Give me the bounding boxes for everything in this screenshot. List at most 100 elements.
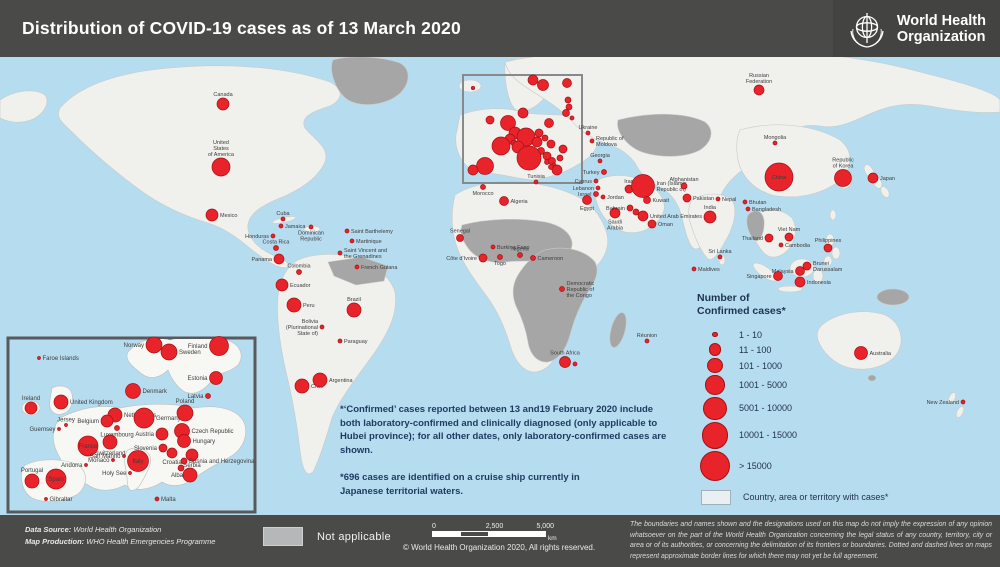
map-label-tunisia: Tunisia bbox=[527, 174, 545, 180]
bubble-panama bbox=[273, 253, 285, 265]
legend-title-line2: Confirmed cases* bbox=[697, 305, 786, 317]
map-label-brazil: Brazil bbox=[347, 297, 361, 303]
bubble-mexico bbox=[205, 208, 219, 222]
map-label-dr-congo: Democratic Republic of the Congo bbox=[567, 281, 595, 299]
map-label-new-zealand: New Zealand bbox=[927, 400, 959, 406]
legend-label-0: 1 - 10 bbox=[739, 329, 763, 340]
legend-circle-0 bbox=[712, 331, 718, 338]
bubble-ireland bbox=[485, 115, 495, 125]
bubble-romania bbox=[558, 144, 568, 154]
map-label-portugal: Portugal bbox=[21, 468, 43, 474]
bubble-eswatini bbox=[572, 361, 578, 367]
bubble-argentina bbox=[312, 372, 328, 388]
bubble-norway bbox=[527, 74, 539, 86]
bubble-iceland bbox=[470, 85, 476, 91]
bubble-portugal bbox=[24, 473, 40, 489]
map-label-ireland: Ireland bbox=[22, 396, 40, 402]
bubble-indonesia bbox=[794, 276, 806, 288]
bubble-estonia bbox=[209, 371, 223, 385]
map-label-belgium: Belgium bbox=[77, 419, 99, 425]
bubble-switzerland bbox=[102, 434, 118, 450]
map-label-bolivia: Bolivia (Plurinational State of) bbox=[286, 319, 319, 337]
map-label-republic-of-korea: Republic of Korea bbox=[832, 158, 854, 170]
bubble-hungary bbox=[546, 139, 556, 149]
map-label-philippines: Philippines bbox=[815, 238, 842, 244]
bubble-united-kingdom bbox=[53, 394, 69, 410]
map-label-poland: Poland bbox=[176, 399, 195, 405]
map-label-sri-lanka: Sri Lanka bbox=[708, 249, 732, 255]
map-label-costa-rica: Costa Rica bbox=[263, 240, 291, 246]
scale-tick-end: 5,000 bbox=[536, 523, 554, 530]
scale-tick-mid: 2,500 bbox=[485, 523, 504, 530]
legend-title-line1: Number of bbox=[697, 292, 750, 304]
scale-tick-0: 0 bbox=[432, 523, 436, 530]
who-emblem-icon bbox=[850, 12, 884, 48]
bubble-japan bbox=[867, 172, 879, 184]
map-label-peru: Peru bbox=[303, 303, 315, 309]
map-label-cameroon: Cameroon bbox=[538, 256, 564, 262]
bubble-canada bbox=[216, 97, 230, 111]
bubble-costa-rica bbox=[273, 245, 279, 251]
who-logo: World Health Organization bbox=[832, 0, 1000, 57]
legend-area-swatch-row: Country, area or territory with cases* bbox=[697, 489, 997, 505]
map-label-israel: Israel bbox=[578, 192, 591, 198]
legend-item-6: > 15000 bbox=[697, 450, 997, 482]
bubble-republic-of-korea bbox=[834, 169, 852, 187]
bubble-sweden bbox=[160, 343, 178, 361]
bubble-belgium bbox=[100, 414, 114, 428]
bubble-iran bbox=[631, 174, 655, 198]
map-label-indonesia: Indonesia bbox=[807, 280, 832, 286]
disclaimer: The boundaries and names shown and the d… bbox=[630, 521, 992, 560]
map-label-serbia: Serbia bbox=[183, 463, 201, 469]
map-label-bahrain: Bahrain bbox=[606, 206, 625, 212]
bubble-china bbox=[764, 162, 794, 192]
bubble-dr-congo bbox=[559, 286, 565, 292]
footer-bar: Data Source: World Health Organization M… bbox=[0, 515, 1000, 567]
bubble-peru bbox=[286, 297, 302, 313]
bubble-ireland bbox=[24, 401, 38, 415]
bubble-guernsey bbox=[57, 427, 61, 431]
map-label-jersey: Jersey bbox=[57, 418, 75, 424]
legend: Number of Confirmed cases* 1 - 10 11 - 10… bbox=[697, 292, 997, 505]
map-label-austria: Austria bbox=[135, 432, 154, 438]
bubble-sweden bbox=[537, 79, 549, 91]
bubble-jamaica bbox=[278, 223, 284, 229]
map-label-canada: Canada bbox=[213, 92, 233, 98]
bubble-denmark bbox=[517, 107, 529, 119]
map-label-croatia: Croatia bbox=[162, 460, 182, 466]
map-label-italy: Italy bbox=[132, 459, 143, 465]
bubble-austria bbox=[155, 427, 169, 441]
bubble-brunei-darussalam bbox=[802, 261, 812, 271]
bubble-cuba bbox=[280, 216, 286, 222]
bubble-albania bbox=[177, 464, 185, 472]
bubble-afghanistan bbox=[680, 182, 688, 190]
map-label-united-states: United States of America bbox=[208, 140, 235, 158]
bubble-thailand bbox=[764, 233, 774, 243]
bubble-saudi-arabia bbox=[609, 207, 621, 219]
map-label-malaysia: Malaysia bbox=[772, 269, 795, 275]
bubble-croatia bbox=[166, 447, 178, 459]
bubble-greece bbox=[551, 164, 563, 176]
note-cruise-ship: *696 cases are identified on a cruise sh… bbox=[340, 472, 580, 497]
map-label-holy-see: Holy See bbox=[102, 471, 127, 477]
map-label-egypt: Egypt bbox=[580, 206, 595, 212]
scale-bar: 0 2,500 5,000 km bbox=[432, 523, 568, 542]
area-swatch-label: Country, area or territory with cases* bbox=[743, 492, 889, 503]
map-label-morocco: Morocco bbox=[472, 191, 493, 197]
bubble-maldives bbox=[691, 266, 697, 272]
map-label-algeria: Algeria bbox=[511, 199, 529, 205]
bubble-germany bbox=[133, 407, 155, 429]
bubble-portugal bbox=[467, 164, 479, 176]
bubble-denmark bbox=[125, 383, 141, 399]
map-label-hungary: Hungary bbox=[193, 439, 216, 445]
map-label-cyprus: Cyprus bbox=[575, 179, 593, 185]
map-label-senegal: Senegal bbox=[450, 229, 470, 235]
map-label-jordan: Jordan bbox=[607, 195, 624, 201]
bubble-russian-federation bbox=[753, 84, 765, 96]
map-label-cote-divoire: Côte d'Ivoire bbox=[446, 256, 477, 262]
bubble-malta bbox=[154, 496, 160, 502]
data-source-line: Data Source: World Health Organization bbox=[25, 524, 215, 536]
map-label-lebanon: Lebanon bbox=[573, 186, 594, 192]
map-label-dominican-republic: Dominican Republic bbox=[298, 231, 324, 243]
